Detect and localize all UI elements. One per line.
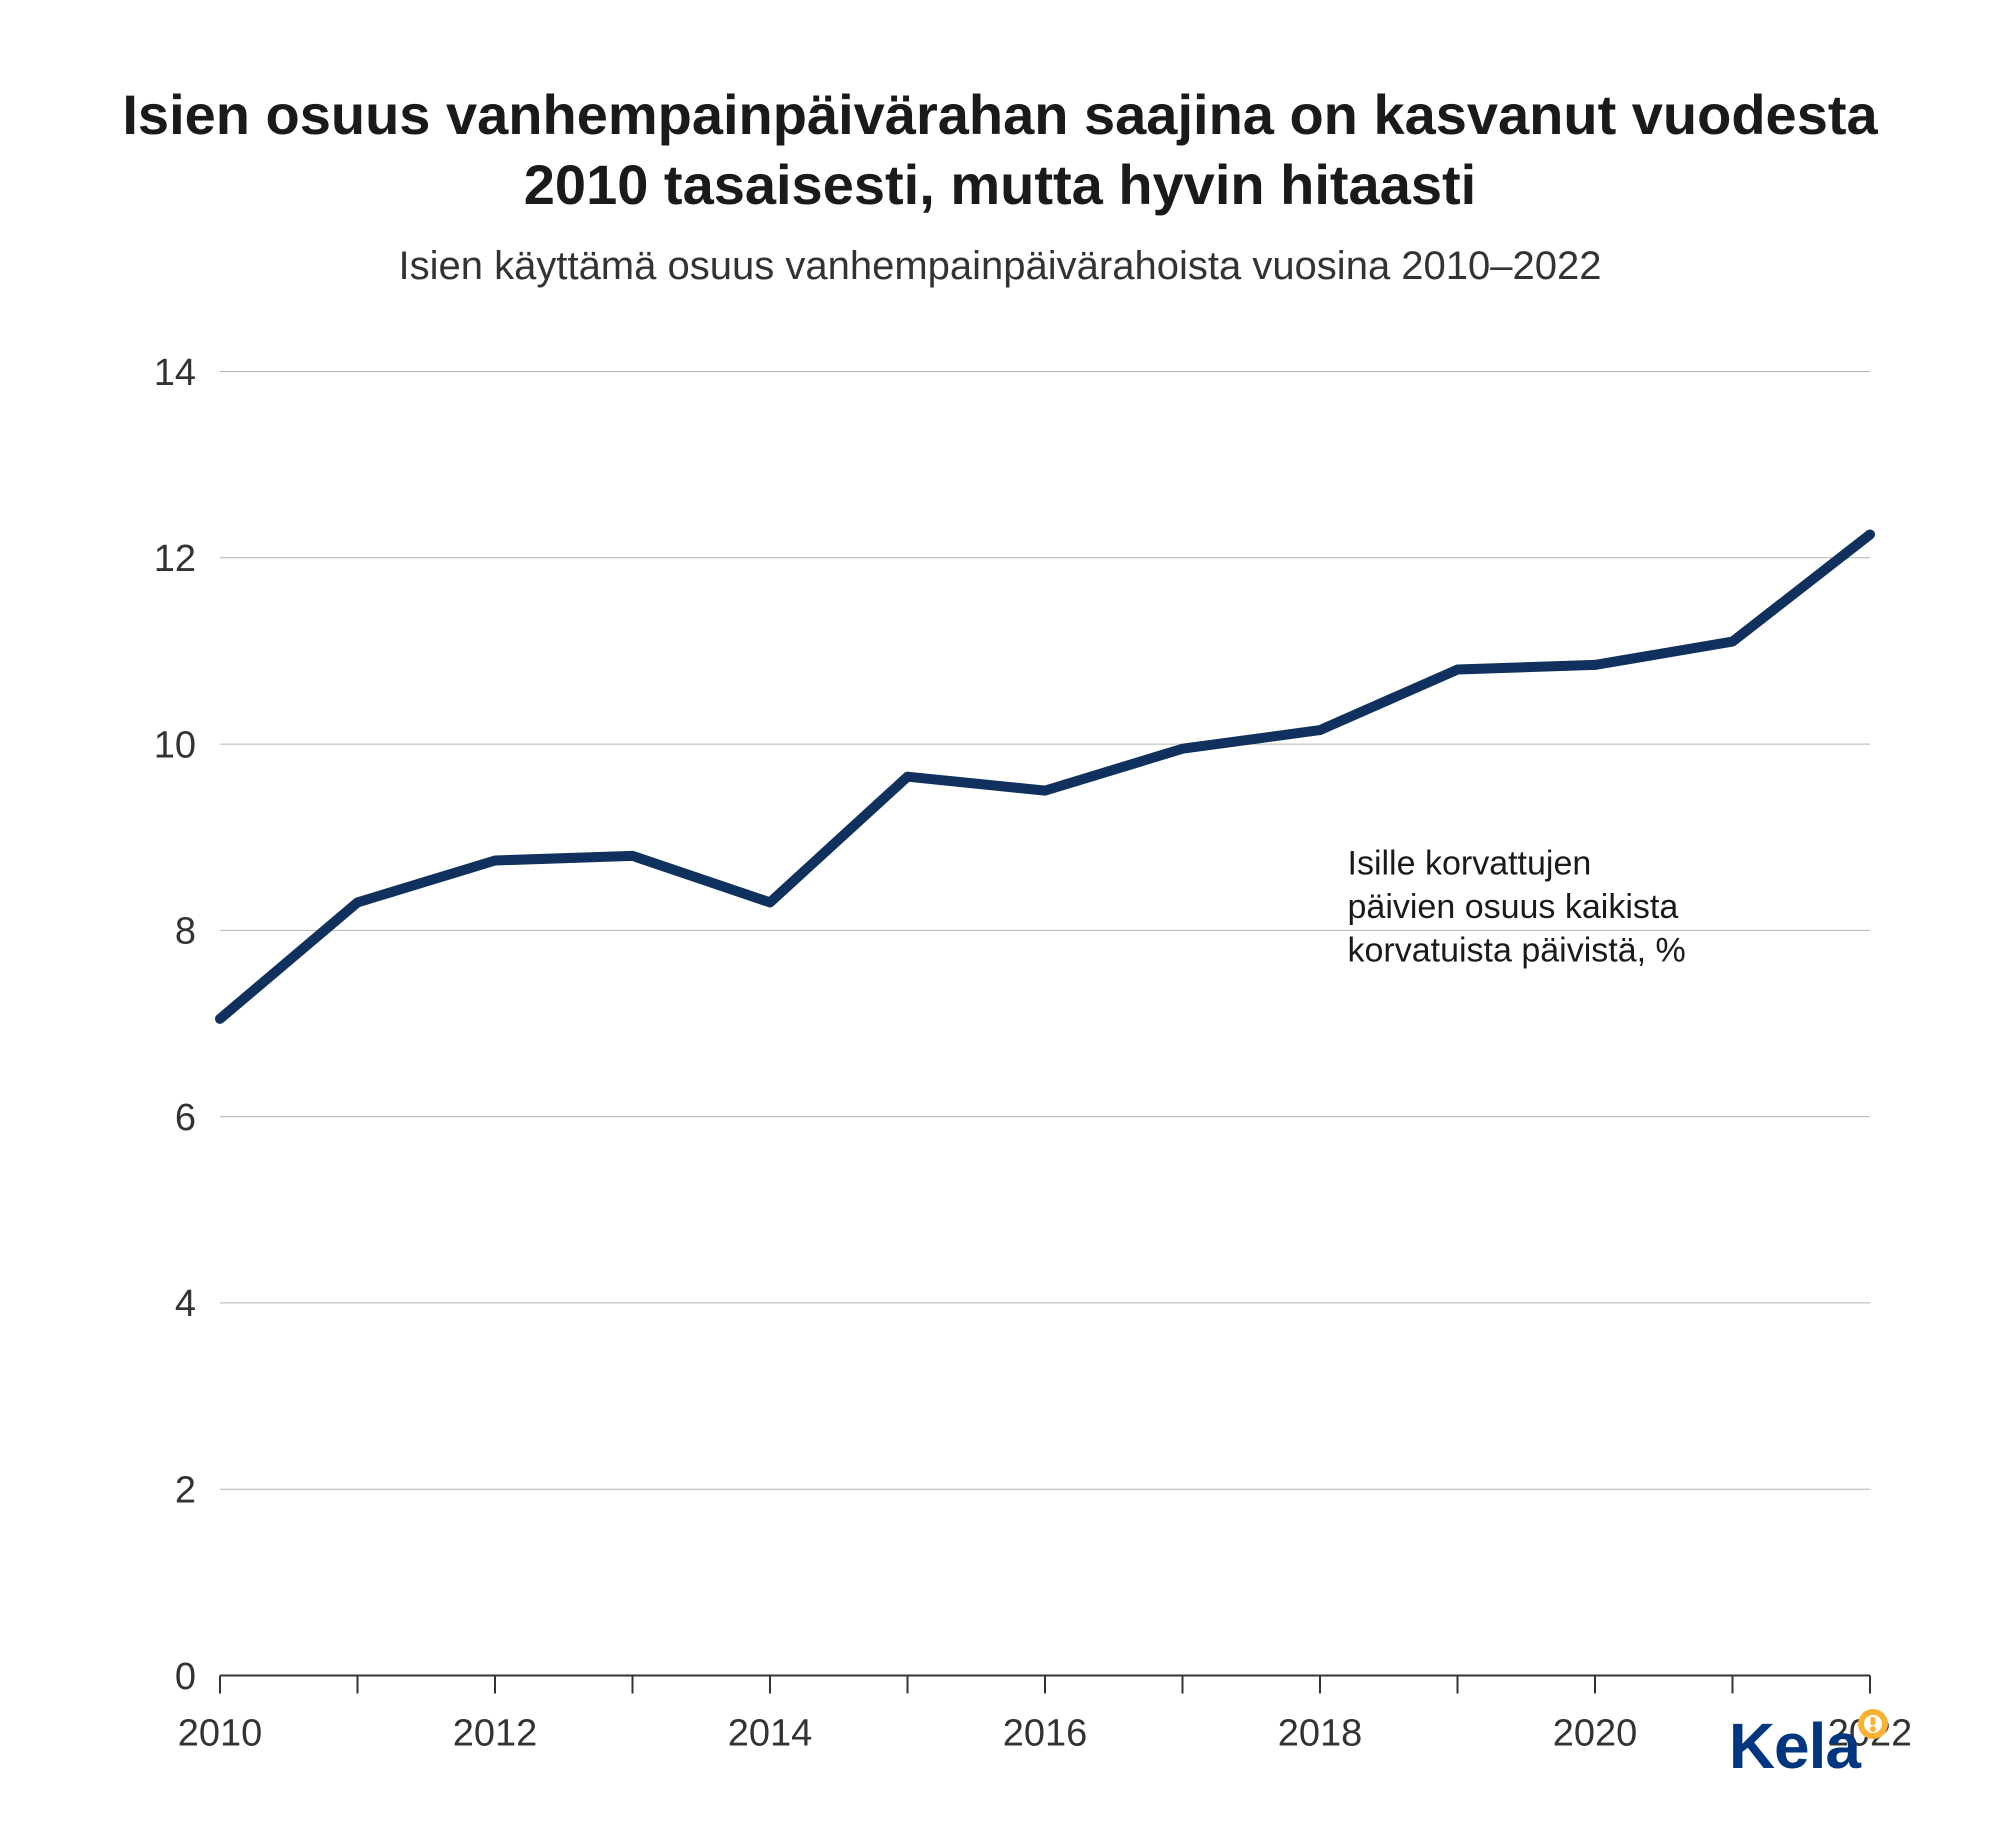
chart-subtitle: Isien käyttämä osuus vanhempainpäiväraho… xyxy=(90,244,1910,289)
svg-text:6: 6 xyxy=(175,1097,196,1139)
svg-text:%: % xyxy=(165,349,199,351)
svg-text:2016: 2016 xyxy=(1003,1713,1088,1755)
svg-text:8: 8 xyxy=(175,911,196,953)
svg-text:2010: 2010 xyxy=(178,1713,263,1755)
svg-text:päivien osuus kaikista: päivien osuus kaikista xyxy=(1348,888,1679,926)
svg-text:2020: 2020 xyxy=(1553,1713,1638,1755)
svg-text:10: 10 xyxy=(154,724,196,766)
svg-text:4: 4 xyxy=(175,1283,196,1325)
svg-text:14: 14 xyxy=(154,352,196,394)
svg-text:2014: 2014 xyxy=(728,1713,813,1755)
chart-title: Isien osuus vanhempainpäivärahan saajina… xyxy=(90,80,1910,220)
line-chart: 02468101214%2010201220142016201820202022… xyxy=(90,349,1910,1798)
svg-text:korvatuista päivistä, %: korvatuista päivistä, % xyxy=(1348,932,1686,970)
svg-text:Isille korvattujen: Isille korvattujen xyxy=(1348,844,1592,882)
svg-text:2018: 2018 xyxy=(1278,1713,1363,1755)
logo-text: Kela xyxy=(1729,1709,1860,1783)
chart-area: 02468101214%2010201220142016201820202022… xyxy=(90,349,1910,1798)
svg-text:0: 0 xyxy=(175,1656,196,1698)
svg-text:2: 2 xyxy=(175,1470,196,1512)
svg-text:2012: 2012 xyxy=(453,1713,538,1755)
kela-logo: Kela xyxy=(1729,1709,1890,1783)
logo-dot-icon xyxy=(1856,1707,1890,1741)
svg-text:12: 12 xyxy=(154,538,196,580)
